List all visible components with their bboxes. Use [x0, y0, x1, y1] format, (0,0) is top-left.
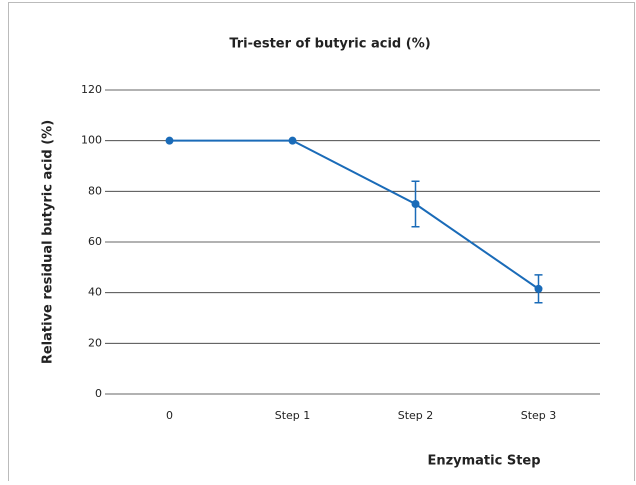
data-point: [288, 136, 297, 145]
chart-title: Tri-ester of butyric acid (%): [229, 37, 430, 52]
data-point: [534, 284, 543, 293]
y-tick-label: 40: [88, 286, 102, 299]
y-tick-label: 20: [88, 336, 102, 349]
x-tick-label: Step 3: [521, 409, 557, 422]
y-tick-label: 0: [95, 387, 102, 400]
chart-frame: [8, 2, 635, 485]
y-tick-label: 80: [88, 184, 102, 197]
y-tick-label: 60: [88, 235, 102, 248]
x-tick-label: Step 2: [398, 409, 434, 422]
y-tick-label: 120: [81, 83, 102, 96]
data-point: [411, 200, 420, 208]
x-tick-label: 0: [166, 409, 173, 422]
y-axis-label: Relative residual butyric acid (%): [41, 120, 56, 364]
data-point: [165, 136, 174, 145]
y-tick-label: 100: [81, 134, 102, 147]
data-line: [169, 139, 540, 290]
x-tick-label: Step 1: [275, 409, 311, 422]
x-axis-label: Enzymatic Step: [427, 454, 540, 469]
